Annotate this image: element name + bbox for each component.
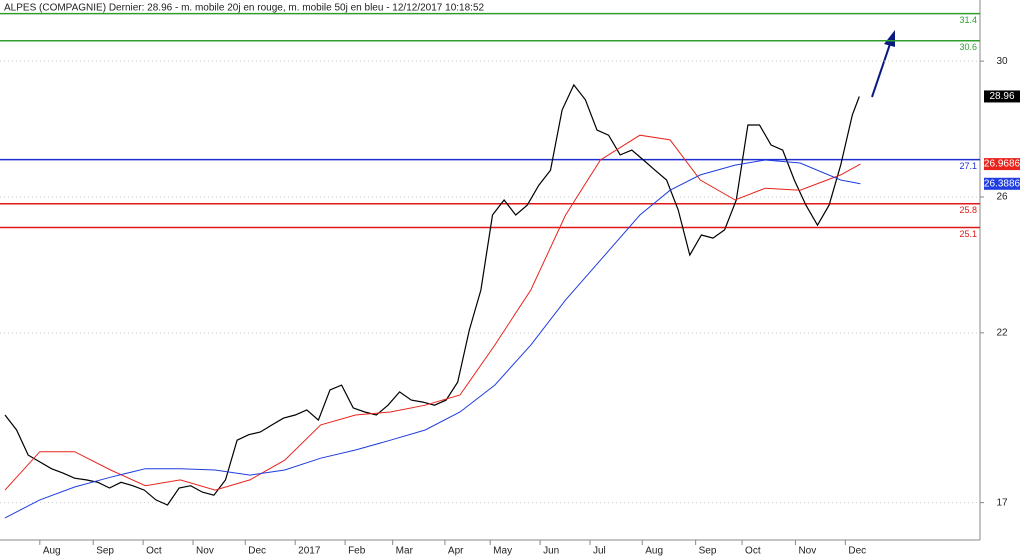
x-tick-label: Mar (396, 546, 414, 557)
x-tick-label: 2017 (298, 546, 321, 557)
value-box-label: 26.3886 (984, 178, 1021, 189)
y-tick-label: 30 (996, 56, 1008, 67)
y-tick-label: 17 (996, 497, 1008, 508)
value-box-label: 28.96 (989, 91, 1014, 102)
x-tick-label: Oct (146, 546, 162, 557)
value-box (984, 90, 1020, 103)
value-box-label: 26.9686 (984, 159, 1021, 170)
level-label: 31.4 (959, 15, 977, 25)
line-series (4, 83, 860, 506)
x-tick-label: Nov (196, 546, 214, 557)
level-label: 25.8 (959, 205, 977, 215)
value-box (984, 177, 1020, 190)
chart-title: ALPES (COMPAGNIE) Dernier: 28.96 - m. mo… (4, 3, 485, 14)
annotation-arrow (871, 30, 895, 98)
level-label: 30.6 (959, 42, 977, 52)
x-tick-label: Oct (745, 546, 761, 557)
x-tick-label: Sep (699, 546, 717, 557)
x-tick-label: Dec (848, 546, 866, 557)
x-tick-label: Apr (448, 546, 464, 557)
y-tick-label: 26 (996, 192, 1008, 203)
x-tick-label: Feb (348, 546, 366, 557)
x-tick-label: May (493, 546, 512, 557)
line-series (4, 159, 861, 519)
level-label: 27.1 (959, 161, 977, 171)
x-tick-label: Dec (248, 546, 266, 557)
x-tick-label: Jun (543, 546, 559, 557)
x-tick-label: Jul (593, 546, 606, 557)
x-tick-label: Aug (645, 546, 663, 557)
x-tick-label: Nov (798, 546, 816, 557)
level-label: 25.1 (959, 229, 977, 239)
x-tick-label: Sep (96, 546, 114, 557)
y-tick-label: 22 (996, 327, 1008, 338)
line-series (4, 134, 861, 491)
x-tick-label: Aug (43, 546, 61, 557)
value-box (984, 158, 1020, 171)
